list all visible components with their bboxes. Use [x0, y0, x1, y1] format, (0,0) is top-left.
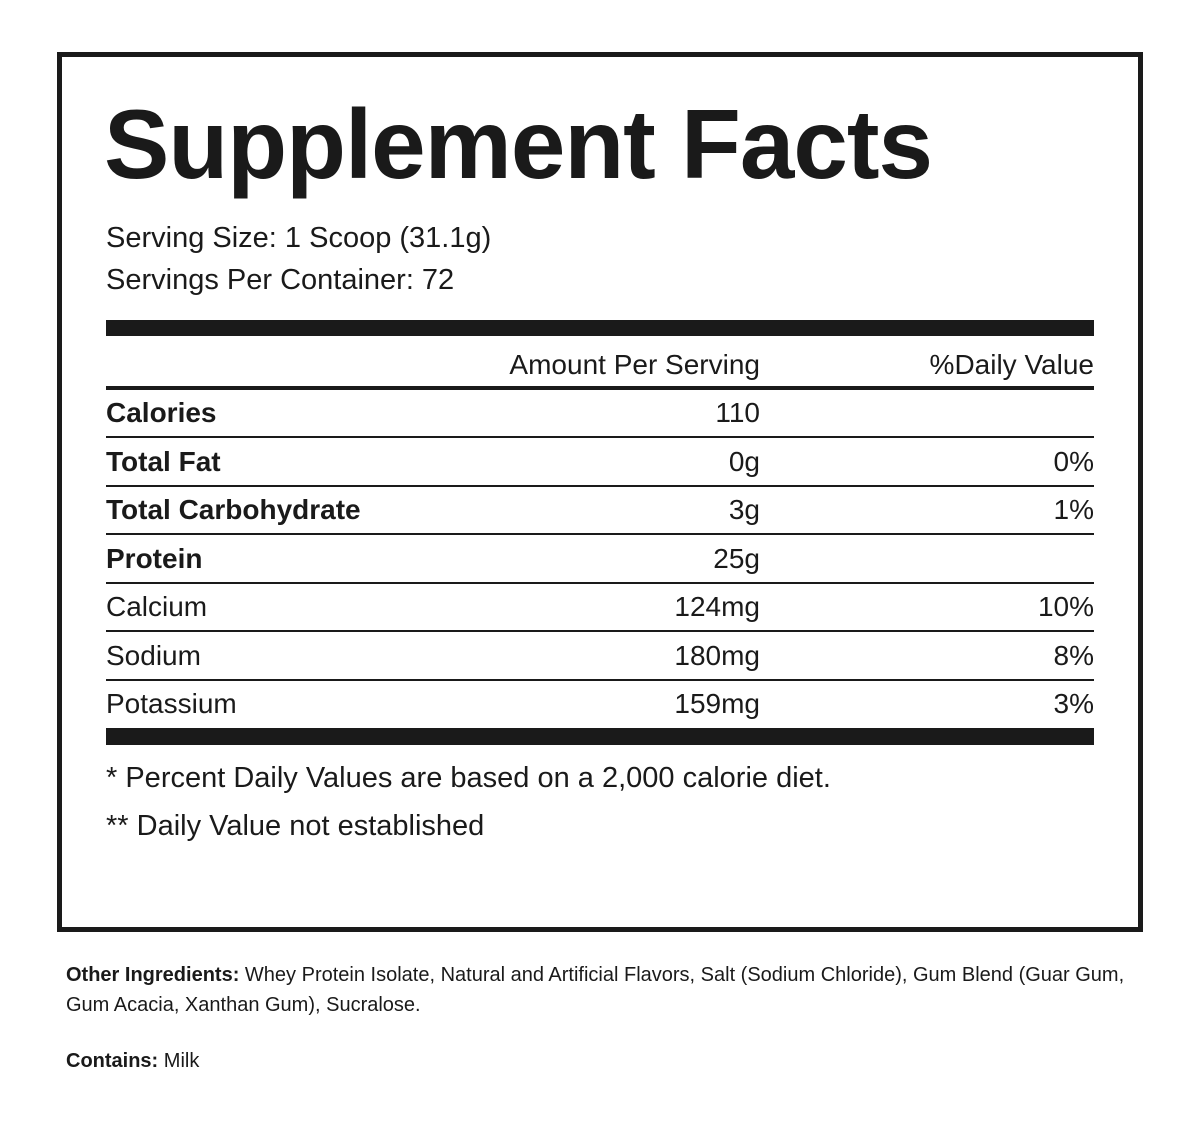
thick-rule: [106, 320, 1094, 336]
other-ingredients: Other Ingredients: Whey Protein Isolate,…: [66, 960, 1146, 1020]
row-name: Protein: [106, 542, 203, 574]
row-name: Total Fat: [106, 445, 221, 477]
row-daily-value: 10%: [1037, 591, 1094, 622]
row-rule: [106, 533, 1094, 535]
row-rule: [106, 678, 1094, 681]
contains: Contains: Milk: [66, 1046, 1146, 1076]
thick-rule: [106, 728, 1094, 745]
row-amount: 25g: [713, 542, 760, 574]
row-rule: [106, 581, 1094, 584]
row-name: Total Carbohydrate: [106, 494, 361, 525]
header-rule: [106, 386, 1094, 390]
footnote: * Percent Daily Values are based on a 2,…: [106, 762, 831, 794]
contains-label: Contains:: [66, 1050, 159, 1072]
row-amount: 110: [715, 397, 760, 428]
row-amount: 124mg: [674, 591, 760, 622]
row-rule: [106, 484, 1094, 487]
row-rule: [106, 436, 1094, 438]
row-amount: 180mg: [674, 639, 760, 671]
servings-per-container: Servings Per Container: 72: [106, 264, 455, 296]
other-ingredients-text: Whey Protein Isolate, Natural and Artifi…: [66, 964, 1125, 1016]
daily-value-header: %Daily Value: [929, 349, 1094, 380]
row-name: Potassium: [106, 688, 237, 719]
row-amount: 3g: [728, 494, 760, 525]
label-border: [57, 52, 1143, 932]
footnote: ** Daily Value not established: [106, 810, 485, 842]
amount-header: Amount Per Serving: [509, 349, 760, 380]
row-daily-value: 3%: [1053, 688, 1094, 719]
row-name: Sodium: [106, 639, 201, 671]
other-ingredients-label: Other Ingredients:: [66, 964, 240, 986]
serving-size: Serving Size: 1 Scoop (31.1g): [106, 222, 492, 254]
row-rule: [106, 630, 1094, 632]
row-amount: 0g: [728, 445, 760, 477]
row-daily-value: 0%: [1053, 445, 1094, 477]
title: Supplement Facts: [104, 89, 933, 199]
row-name: Calories: [106, 397, 217, 428]
row-daily-value: 8%: [1053, 639, 1094, 671]
row-amount: 159mg: [674, 688, 760, 719]
contains-text: Milk: [163, 1050, 200, 1072]
row-daily-value: 1%: [1053, 494, 1094, 525]
row-name: Calcium: [106, 591, 208, 622]
